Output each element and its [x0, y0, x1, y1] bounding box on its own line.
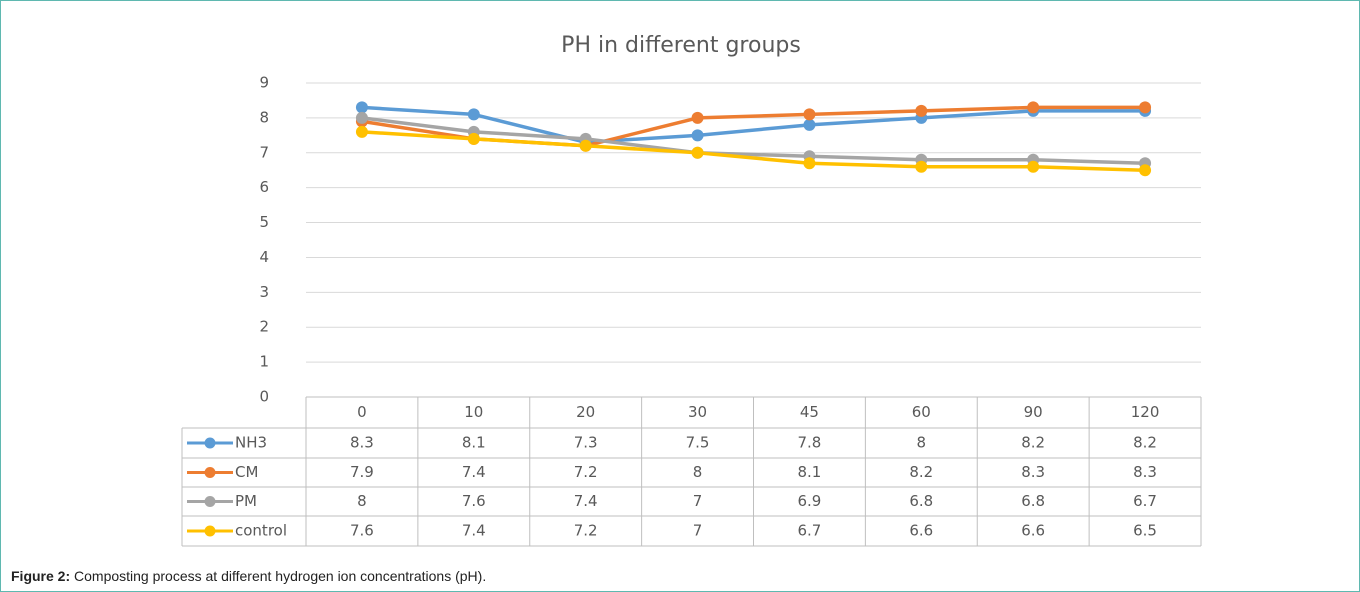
table-value: 6.7 — [1133, 492, 1157, 510]
y-tick-label: 4 — [259, 248, 269, 266]
y-tick-label: 0 — [259, 388, 269, 406]
marker — [1027, 160, 1040, 173]
x-tick-label: 120 — [1131, 403, 1160, 421]
x-tick-label: 10 — [464, 403, 483, 421]
y-tick-label: 7 — [259, 143, 269, 161]
marker — [691, 111, 704, 124]
table-value: 7.9 — [350, 463, 374, 481]
table-value: 6.6 — [1021, 522, 1045, 540]
legend-label: control — [235, 522, 287, 540]
table-value: 8.3 — [1021, 463, 1045, 481]
marker — [1139, 101, 1152, 114]
y-tick-label: 5 — [259, 213, 269, 231]
marker — [803, 118, 816, 131]
table-value: 8 — [917, 434, 927, 452]
x-tick-label: 20 — [576, 403, 595, 421]
table-value: 7.4 — [462, 522, 486, 540]
legend-label: CM — [235, 463, 258, 481]
y-tick-label: 3 — [259, 283, 269, 301]
table-value: 7.4 — [462, 463, 486, 481]
marker — [691, 146, 704, 159]
marker — [467, 132, 480, 145]
marker — [355, 101, 368, 114]
table-value: 8.2 — [909, 463, 933, 481]
x-tick-label: 30 — [688, 403, 707, 421]
table-value: 6.9 — [798, 492, 822, 510]
table-value: 6.6 — [909, 522, 933, 540]
legend-label: NH3 — [235, 434, 267, 452]
table-value: 7.2 — [574, 522, 598, 540]
chart-title: PH in different groups — [561, 33, 801, 58]
legend-marker — [204, 467, 216, 478]
table-value: 8.2 — [1021, 434, 1045, 452]
marker — [803, 108, 816, 121]
table-value: 8.2 — [1133, 434, 1157, 452]
marker — [915, 104, 928, 117]
table-value: 7.2 — [574, 463, 598, 481]
table-value: 7.3 — [574, 434, 598, 452]
x-tick-label: 90 — [1024, 403, 1043, 421]
series-line — [361, 116, 1146, 165]
table-value: 8 — [693, 463, 703, 481]
y-tick-label: 1 — [259, 353, 269, 371]
marker — [691, 129, 704, 142]
table-value: 8 — [357, 492, 367, 510]
marker — [915, 160, 928, 173]
table-value: 6.7 — [798, 522, 822, 540]
x-tick-label: 0 — [357, 403, 367, 421]
legend-marker — [204, 437, 216, 449]
table-value: 7.4 — [574, 492, 598, 510]
legend-marker — [204, 525, 216, 537]
series-line — [361, 130, 1146, 172]
marker — [355, 125, 368, 138]
marker — [1027, 101, 1040, 114]
table-value: 8.3 — [350, 434, 374, 452]
legend-marker — [204, 496, 216, 507]
marker — [803, 157, 816, 170]
x-tick-label: 60 — [912, 403, 931, 421]
table-value: 7.8 — [798, 434, 822, 452]
table-value: 7.5 — [686, 434, 710, 452]
series-line — [361, 105, 1146, 145]
y-tick-label: 2 — [259, 318, 269, 336]
y-tick-label: 9 — [259, 74, 269, 92]
table-value: 7 — [693, 522, 703, 540]
caption-label: Figure 2: — [11, 568, 71, 584]
table-value: 6.8 — [909, 492, 933, 510]
marker — [579, 139, 592, 152]
marker — [467, 108, 480, 121]
table-value: 7.6 — [350, 522, 374, 540]
table-value: 7 — [693, 492, 703, 510]
caption-text: Composting process at different hydrogen… — [74, 568, 487, 584]
y-tick-label: 8 — [259, 108, 269, 126]
marker — [1139, 164, 1152, 177]
marker — [355, 111, 368, 124]
table-value: 8.1 — [798, 463, 822, 481]
table-value: 7.6 — [462, 492, 486, 510]
y-tick-label: 6 — [259, 178, 269, 196]
table-value: 6.5 — [1133, 522, 1157, 540]
caption: Figure 2: Composting process at differen… — [11, 568, 486, 584]
table-value: 8.1 — [462, 434, 486, 452]
legend-label: PM — [235, 492, 257, 510]
table-value: 6.8 — [1021, 492, 1045, 510]
x-tick-label: 45 — [800, 403, 819, 421]
table-value: 8.3 — [1133, 463, 1157, 481]
